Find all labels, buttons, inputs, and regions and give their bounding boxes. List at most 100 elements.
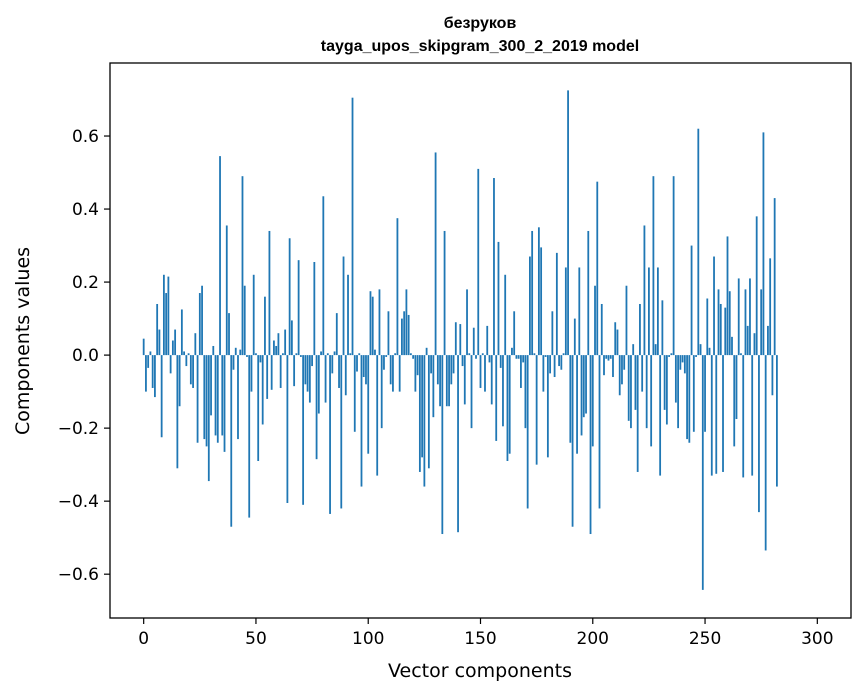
bar [621, 355, 623, 385]
bar [237, 355, 239, 440]
bar [461, 355, 464, 367]
bar [594, 285, 596, 356]
bar [641, 355, 644, 392]
bar [681, 355, 684, 363]
bar [520, 355, 522, 388]
bar [468, 353, 471, 356]
bar [198, 293, 201, 356]
bar [279, 355, 282, 388]
bar [717, 289, 720, 356]
bar [524, 355, 527, 429]
bar [297, 260, 300, 356]
bar [751, 355, 754, 476]
bar [589, 355, 592, 535]
bar [648, 267, 650, 356]
chart-title: безруков [444, 15, 517, 32]
bar [688, 355, 691, 443]
bar [710, 355, 713, 476]
bar [308, 355, 311, 403]
bar [239, 349, 242, 356]
bar [728, 291, 731, 356]
bar [380, 355, 383, 429]
bar [515, 355, 518, 359]
bar [248, 355, 251, 518]
bar [540, 247, 543, 356]
bar [221, 355, 224, 436]
y-tick-label: 0.4 [72, 200, 99, 220]
bar [632, 344, 635, 356]
bar [282, 353, 284, 356]
bar [344, 355, 347, 396]
bar [742, 355, 745, 478]
bar [358, 353, 361, 356]
bar [497, 241, 500, 356]
bar [369, 291, 372, 356]
bar [713, 256, 715, 356]
bar [499, 355, 502, 368]
y-tick-label: −0.6 [58, 565, 99, 585]
bar [645, 355, 648, 429]
bar [441, 355, 444, 535]
bar [553, 355, 556, 378]
bar [407, 314, 410, 356]
bar [722, 355, 724, 472]
bar [769, 258, 772, 356]
bar [656, 267, 659, 356]
x-tick-label: 0 [138, 629, 149, 649]
bar [470, 355, 473, 429]
bar [362, 355, 365, 378]
bar [317, 355, 320, 414]
bar [349, 353, 352, 356]
bar [753, 333, 756, 356]
bar [706, 298, 709, 356]
bar [560, 355, 563, 370]
bar [715, 355, 718, 474]
y-axis-ticks: −0.6 −0.4 −0.2 0.0 0.2 0.4 0.6 [58, 127, 110, 585]
bar [378, 289, 381, 356]
bar [326, 353, 329, 356]
bar [183, 351, 185, 356]
bar [587, 230, 590, 356]
bar [315, 355, 318, 460]
bar [659, 355, 662, 476]
bar [241, 176, 244, 356]
y-tick-label: −0.4 [58, 492, 99, 512]
bar [445, 355, 448, 407]
bar [436, 355, 439, 385]
bar [196, 355, 199, 443]
bar [605, 355, 608, 359]
bar [600, 303, 603, 356]
bar [762, 132, 765, 356]
bar [704, 355, 706, 432]
bar [169, 355, 172, 374]
x-axis-label: Vector components [388, 660, 572, 682]
bar [351, 97, 354, 356]
bar [672, 176, 675, 356]
bar [205, 355, 208, 447]
bar [537, 227, 540, 356]
bar [571, 355, 574, 527]
bar [502, 355, 504, 427]
bar [189, 355, 192, 385]
bar [477, 168, 480, 356]
bar [394, 353, 397, 356]
bar [286, 355, 289, 503]
bar [636, 355, 639, 472]
bar [234, 347, 237, 356]
bar [744, 289, 747, 356]
y-tick-label: 0.0 [72, 346, 99, 366]
bar [403, 311, 406, 356]
y-axis-label: Components values [12, 247, 34, 435]
bar [677, 355, 679, 429]
x-tick-label: 250 [689, 629, 721, 649]
bar [228, 313, 230, 356]
bar [439, 355, 441, 407]
bar [686, 355, 688, 440]
bar [230, 355, 233, 527]
bar [699, 344, 702, 356]
bar [564, 267, 567, 356]
bar [167, 276, 170, 356]
x-tick-label: 150 [464, 629, 496, 649]
bar [493, 178, 495, 356]
bar [216, 355, 219, 443]
